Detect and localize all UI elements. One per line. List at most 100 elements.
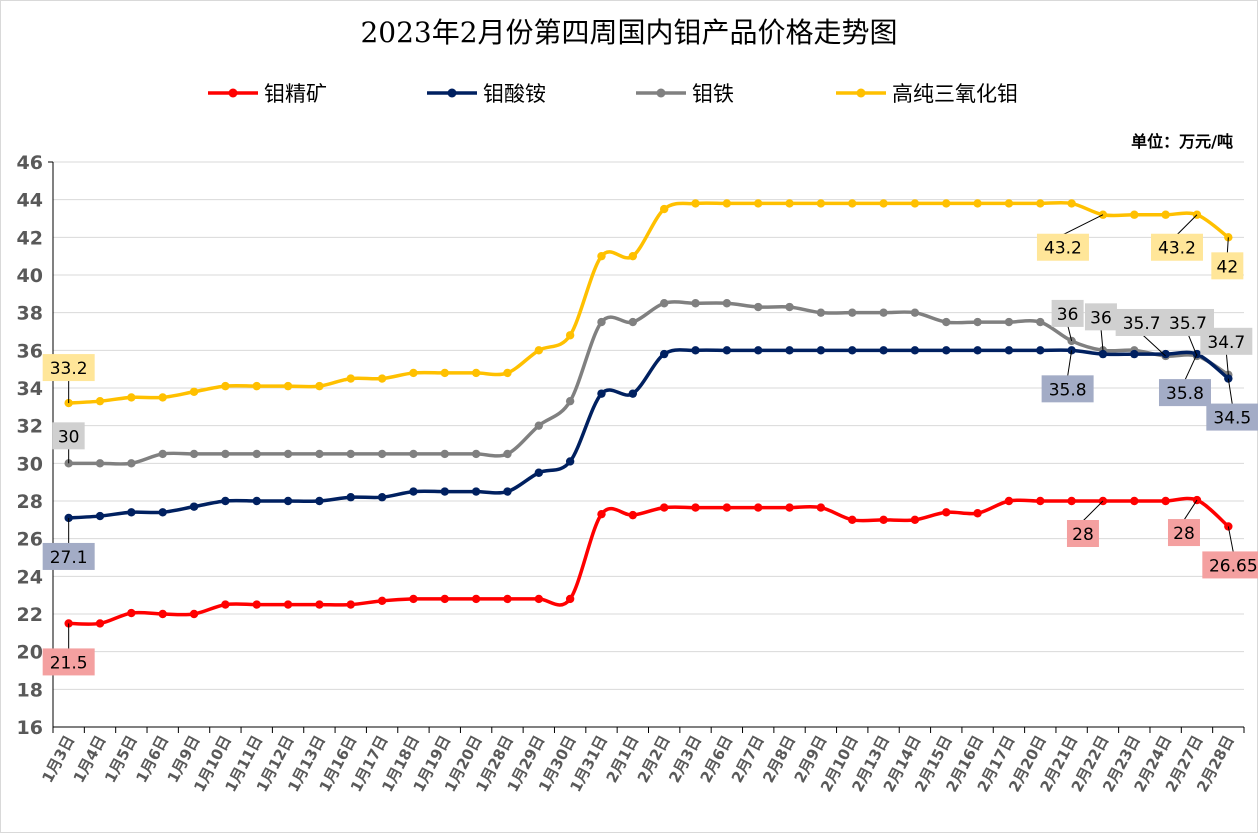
data-point: [283, 381, 293, 391]
data-point: [534, 468, 544, 477]
data-point: [1098, 349, 1108, 359]
series-3: [64, 299, 1233, 468]
y-tick-label: 30: [17, 453, 43, 475]
data-label-text: 27.1: [50, 548, 88, 568]
data-point: [659, 204, 669, 214]
data-point: [189, 387, 199, 396]
data-point: [409, 594, 418, 604]
legend-marker: [656, 88, 666, 98]
data-point: [879, 199, 888, 208]
data-label-box: [42, 354, 95, 382]
data-point: [1130, 349, 1139, 359]
data-point: [910, 346, 920, 355]
data-point: [377, 374, 387, 383]
data-point: [346, 493, 355, 502]
data-point: [565, 457, 575, 466]
data-point: [409, 449, 418, 459]
data-point: [816, 199, 826, 208]
data-point: [973, 346, 982, 355]
data-label: 21.5: [42, 623, 95, 676]
series-layer: [64, 199, 1233, 628]
data-point: [315, 600, 324, 609]
data-label: 28: [1066, 500, 1104, 547]
data-point: [1130, 210, 1139, 219]
data-point: [597, 317, 606, 327]
data-label-text: 43.2: [1044, 239, 1082, 259]
data-point: [816, 346, 826, 355]
data-label-box: [1167, 519, 1200, 547]
data-point: [628, 510, 638, 520]
data-point: [1161, 210, 1170, 219]
data-point: [377, 596, 387, 606]
data-label: 35.8: [1158, 353, 1211, 407]
data-label-text: 33.2: [50, 359, 88, 379]
y-tick-label: 16: [17, 717, 43, 739]
data-label-text: 36: [1057, 305, 1079, 325]
series-2: [64, 346, 1233, 523]
leader-line: [1227, 526, 1234, 553]
data-point: [722, 299, 732, 308]
data-label-box: [1158, 379, 1211, 407]
data-point: [127, 393, 136, 402]
data-point: [252, 449, 261, 459]
data-point: [440, 487, 449, 496]
legend-item-1: 钼精矿: [208, 82, 327, 106]
data-point: [848, 308, 857, 317]
data-point: [127, 608, 136, 618]
data-point: [722, 503, 732, 512]
y-tick-label: 28: [17, 491, 43, 513]
data-point: [816, 503, 826, 512]
data-point: [534, 421, 544, 430]
data-point: [189, 449, 199, 459]
data-point: [1192, 349, 1202, 359]
data-point: [785, 346, 794, 355]
data-point: [691, 299, 700, 308]
data-label: 36: [1084, 303, 1117, 351]
leader-line: [1227, 378, 1233, 405]
legend: 钼精矿 钼酸铵 钼铁 高纯三氧化钼: [208, 82, 1018, 106]
data-label: 27.1: [42, 517, 95, 570]
data-point: [95, 511, 105, 521]
data-point: [691, 199, 700, 208]
data-point: [785, 199, 794, 208]
data-label-box: [1150, 233, 1203, 261]
data-point: [565, 331, 575, 340]
y-tick-label: 46: [17, 152, 43, 174]
y-tick-label: 26: [17, 529, 43, 551]
data-label: 30: [52, 422, 85, 464]
data-point: [1004, 199, 1014, 208]
data-point: [221, 449, 230, 459]
data-point: [1161, 496, 1170, 506]
data-point: [1098, 210, 1108, 219]
data-point: [1224, 374, 1233, 383]
data-point: [628, 389, 638, 398]
data-label-box: [1206, 403, 1258, 431]
data-label-text: 28: [1072, 525, 1094, 545]
data-label-box: [1115, 308, 1168, 336]
data-point: [973, 509, 982, 518]
data-point: [440, 594, 449, 604]
series-4: [64, 199, 1233, 408]
data-point: [471, 449, 481, 459]
data-point: [879, 308, 888, 317]
data-point: [628, 251, 638, 261]
data-point: [346, 449, 355, 459]
data-point: [221, 381, 230, 391]
data-point: [95, 396, 105, 406]
leader-line: [1082, 500, 1104, 522]
legend-label: 钼铁: [692, 82, 734, 106]
data-point: [283, 600, 293, 609]
leader-line: [1141, 333, 1166, 357]
data-point: [189, 502, 199, 511]
data-point: [158, 508, 167, 517]
data-label-text: 43.2: [1158, 239, 1196, 259]
data-point: [659, 349, 669, 359]
data-point: [1224, 233, 1233, 242]
data-label-text: 35.8: [1049, 380, 1087, 400]
data-point: [440, 368, 449, 378]
data-point: [879, 515, 888, 525]
leader-line: [1187, 333, 1198, 357]
